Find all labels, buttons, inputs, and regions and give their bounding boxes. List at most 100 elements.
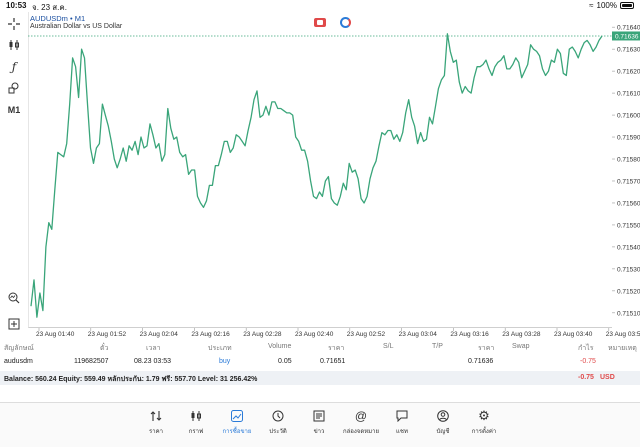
col-symbol: สัญลักษณ์ [4, 345, 34, 352]
wifi-icon: ≈ [589, 1, 594, 10]
chart-toolbar: ƒ M1 [0, 12, 28, 340]
col-type: ประเภท [208, 345, 232, 352]
signal-ring-icon[interactable] [340, 17, 351, 28]
tab-account[interactable]: บัญชี [421, 409, 465, 436]
tab-quotes[interactable]: ราคา [134, 409, 178, 436]
col-comment: หมายเหตุ [608, 345, 637, 352]
balance-bar: Balance: 560.24 Equity: 559.49 หลักประกั… [0, 371, 640, 385]
balance-currency: USD [600, 374, 615, 381]
col-volume: Volume [268, 343, 292, 350]
chart-frame [28, 12, 612, 328]
y-tick-label: 0.71520 [617, 288, 640, 295]
x-tick-label: 23 Aug 01:40 [36, 331, 75, 338]
tab-settings[interactable]: ⚙ การตั้งค่า [462, 408, 506, 436]
y-tick-label: 0.71570 [617, 178, 640, 185]
y-tick-label: 0.71590 [617, 135, 640, 142]
price-series-line [30, 33, 603, 318]
table-row[interactable]: audusdm 119682507 08.23 03:53 buy 0.05 0… [0, 355, 640, 369]
y-tick-label: 0.71540 [617, 244, 640, 251]
quotes-icon [134, 409, 178, 423]
candles-icon[interactable] [6, 37, 22, 53]
x-tick-label: 23 Aug 03:04 [399, 331, 438, 338]
col-ticket: ตั๋ว [100, 345, 109, 352]
tab-history[interactable]: ประวัติ [256, 409, 300, 436]
tab-chat[interactable]: แชท [380, 409, 424, 436]
col-open-price: ราคา [328, 345, 345, 352]
tab-label: ข่าว [313, 429, 325, 435]
current-price-label: 0.71636 [615, 33, 639, 40]
settings-icon: ⚙ [478, 408, 490, 423]
current-price-badge [612, 31, 640, 41]
tab-label: แชท [396, 429, 408, 435]
status-bar: 10:53 จ. 23 ส.ค. ≈ 100% [0, 0, 640, 12]
plus-square-icon[interactable] [6, 316, 22, 332]
col-profit: กำไร [578, 345, 594, 352]
row-profit: -0.75 [580, 358, 596, 365]
tab-label: การซื้อขาย [222, 429, 252, 435]
battery-icon [620, 2, 634, 9]
one-click-trading-icon[interactable] [314, 18, 326, 27]
tab-trade[interactable]: การซื้อขาย [215, 409, 259, 436]
timeframe-button[interactable]: M1 [7, 105, 21, 115]
f-icon[interactable]: ƒ [11, 60, 17, 74]
y-tick-label: 0.71620 [617, 69, 640, 76]
mail-icon: @ [354, 409, 368, 423]
x-tick-label: 23 Aug 03:5 [606, 331, 640, 338]
balance-summary: Balance: 560.24 Equity: 559.49 หลักประกั… [4, 376, 258, 383]
account-icon [421, 409, 465, 423]
x-tick-label: 23 Aug 02:16 [191, 331, 230, 338]
balance-profit: -0.75 [578, 374, 594, 381]
table-header: สัญลักษณ์ ตั๋ว เวลา ประเภท Volume ราคา S… [0, 340, 640, 354]
tab-chart[interactable]: กราฟ [174, 409, 218, 436]
price-chart[interactable]: 0.71640 0.71630 0.71620 0.71610 0.71600 0.715… [28, 12, 640, 340]
x-tick-label: 23 Aug 01:52 [88, 331, 127, 338]
row-ticket: 119682507 [74, 358, 109, 365]
news-icon [297, 409, 341, 423]
status-date: จ. 23 ส.ค. [32, 3, 67, 12]
y-tick-label: 0.71640 [617, 25, 640, 32]
col-time: เวลา [146, 345, 161, 352]
x-tick-label: 23 Aug 03:16 [450, 331, 489, 338]
col-price: ราคา [478, 345, 495, 352]
y-tick-label: 0.71630 [617, 47, 640, 54]
col-swap: Swap [512, 343, 530, 350]
history-icon [256, 409, 300, 423]
tab-label: กล่องจดหมาย [342, 429, 380, 435]
tab-label: กราฟ [188, 429, 204, 435]
positions-table: สัญลักษณ์ ตั๋ว เวลา ประเภท Volume ราคา S… [0, 340, 640, 386]
x-tick-label: 23 Aug 02:52 [347, 331, 386, 338]
col-tp: T/P [432, 343, 443, 350]
row-price: 0.71636 [468, 358, 494, 365]
row-type: buy [219, 358, 231, 365]
chat-icon [380, 409, 424, 423]
x-tick-label: 23 Aug 03:28 [502, 331, 541, 338]
crosshair-icon[interactable] [6, 16, 22, 32]
chart-description: Australian Dollar vs US Dollar [30, 23, 123, 30]
y-tick-label: 0.71510 [617, 310, 640, 317]
row-symbol: audusdm [4, 358, 33, 365]
y-tick-label: 0.71550 [617, 222, 640, 229]
chart-symbol: AUDUSDm • M1 [30, 14, 86, 23]
tab-mailbox[interactable]: @ กล่องจดหมาย [339, 409, 383, 436]
y-tick-label: 0.71580 [617, 157, 640, 164]
x-tick-label: 23 Aug 02:28 [243, 331, 282, 338]
status-time: 10:53 [6, 1, 27, 10]
tab-label: การตั้งค่า [471, 429, 497, 435]
row-volume: 0.05 [278, 358, 292, 365]
y-tick-label: 0.71560 [617, 200, 640, 207]
tab-news[interactable]: ข่าว [297, 409, 341, 436]
y-tick-label: 0.71530 [617, 266, 640, 273]
trade-icon [215, 409, 259, 423]
chart-plot: 0.71640 0.71630 0.71620 0.71610 0.71600 0.715… [28, 25, 640, 338]
row-time: 08.23 03:53 [134, 358, 171, 365]
chart-candles-icon [174, 409, 218, 423]
x-tick-label: 23 Aug 03:40 [554, 331, 593, 338]
shapes-icon[interactable] [6, 80, 22, 96]
x-tick-label: 23 Aug 02:40 [295, 331, 334, 338]
zoom-icon[interactable] [6, 290, 22, 306]
battery-percent: 100% [596, 1, 617, 10]
tab-label: ราคา [149, 429, 163, 435]
y-tick-label: 0.71610 [617, 91, 640, 98]
tab-label: ประวัติ [269, 429, 287, 435]
y-tick-label: 0.71600 [617, 113, 640, 120]
